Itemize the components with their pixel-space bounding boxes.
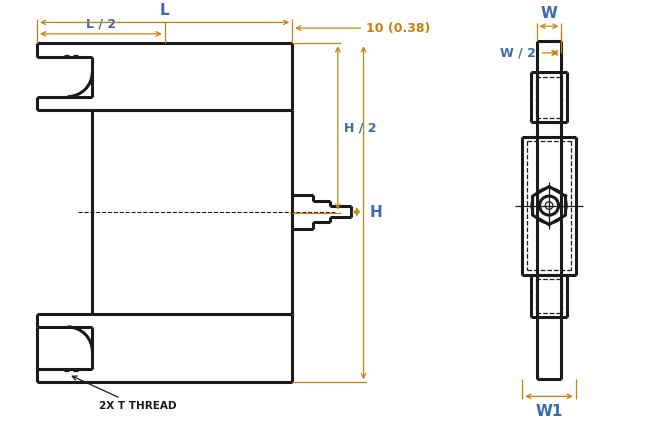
Text: 2X T THREAD: 2X T THREAD (72, 376, 177, 411)
Text: W: W (541, 6, 557, 22)
Text: 10 (0.38): 10 (0.38) (367, 22, 431, 35)
Text: W / 2: W / 2 (500, 46, 535, 60)
Text: H: H (369, 205, 382, 220)
Text: H / 2: H / 2 (344, 122, 376, 135)
Text: L / 2: L / 2 (86, 17, 116, 30)
Text: L: L (160, 3, 169, 18)
Text: W1: W1 (535, 404, 563, 419)
